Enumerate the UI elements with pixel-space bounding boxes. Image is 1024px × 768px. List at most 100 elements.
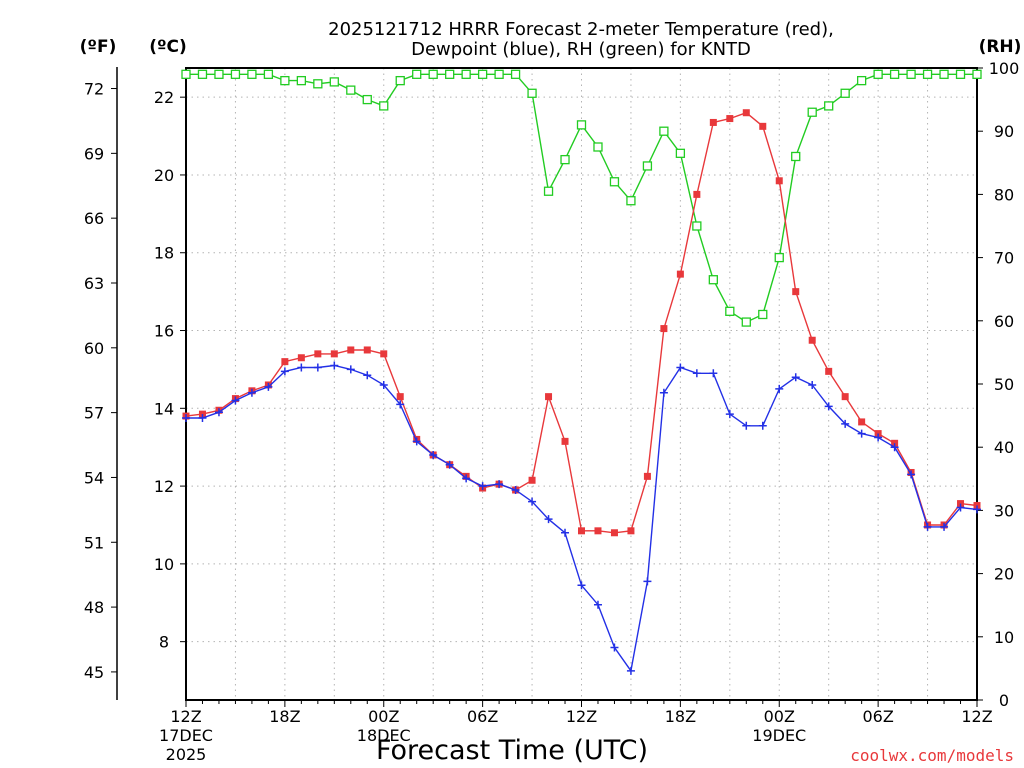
dewpoint-point (643, 577, 652, 586)
rh-point (412, 69, 422, 79)
rh-point (758, 309, 768, 320)
rh-point (939, 69, 949, 79)
rh-point (807, 107, 817, 117)
rh-point (609, 177, 620, 187)
dewpoint-point (445, 460, 454, 469)
rh-point (692, 221, 702, 231)
temperature-point (709, 118, 717, 126)
rh-tick-label: 100 (989, 59, 1020, 78)
gridlines (186, 68, 977, 700)
temperature-point (330, 350, 338, 358)
celsius-tick-label: 12 (154, 477, 174, 496)
rh-point (329, 77, 339, 87)
temperature-point (792, 288, 800, 296)
rh-point (593, 142, 603, 152)
date-label: 19DEC (752, 726, 806, 745)
celsius-axis: 22 20 18 16 14 12 10 8 (154, 88, 186, 652)
rh-unit-label: (RH) (979, 37, 1022, 57)
fahrenheit-tick-label: 72 (84, 80, 104, 99)
rh-point (510, 69, 521, 79)
fahrenheit-unit-label: (ºF) (80, 37, 117, 57)
dewpoint-point (247, 388, 256, 397)
temperature-point (314, 350, 322, 358)
dewpoint-point (462, 474, 471, 483)
dewpoint-point (313, 363, 322, 372)
dewpoint-point (923, 522, 932, 531)
rh-point (626, 196, 636, 206)
time-tick-label: 12Z (566, 707, 597, 726)
temperature-point (841, 393, 849, 401)
rh-point (741, 317, 751, 327)
celsius-tick-label: 8 (159, 633, 169, 652)
rh-point (247, 69, 257, 79)
temperature-point (660, 325, 668, 333)
dewpoint-point (940, 522, 949, 531)
temperature-point (759, 122, 767, 130)
dewpoint-point (791, 373, 800, 382)
fahrenheit-tick-label: 51 (84, 533, 104, 552)
date-label: 17DEC (159, 726, 213, 745)
rh-tick-label: 70 (994, 249, 1014, 268)
dewpoint-point (478, 482, 487, 491)
dewpoint-point (874, 433, 883, 442)
celsius-tick-label: 16 (154, 322, 174, 341)
temperature-point (297, 354, 305, 362)
rh-tick-label: 90 (994, 122, 1014, 141)
dewpoint-point (363, 371, 372, 380)
rh-point (379, 101, 389, 111)
dewpoint-point (725, 410, 734, 419)
temperature-point (363, 346, 371, 354)
rh-point (906, 69, 916, 79)
dewpoint-point (857, 429, 866, 438)
rh-tick-label: 60 (994, 312, 1014, 331)
celsius-unit-label: (ºC) (149, 37, 187, 57)
time-tick-label: 18Z (665, 707, 696, 726)
rh-point (675, 148, 686, 158)
rh-point (214, 69, 224, 79)
dewpoint-point (890, 443, 899, 452)
celsius-tick-label: 22 (154, 88, 174, 107)
rh-point (280, 75, 290, 86)
celsius-tick-label: 20 (154, 166, 174, 185)
date-label: 18DEC (357, 726, 411, 745)
dewpoint-point (495, 480, 504, 489)
rh-series (181, 69, 982, 327)
dewpoint-point (824, 402, 833, 411)
dewpoint-point (841, 419, 850, 428)
rh-point (824, 101, 834, 111)
dewpoint-point (264, 382, 273, 391)
rh-point (840, 88, 850, 98)
celsius-tick-label: 14 (154, 399, 174, 418)
year-label: 2025 (166, 745, 207, 764)
dewpoint-point (808, 380, 817, 389)
temperature-point (281, 358, 289, 366)
dewpoint-point (544, 515, 553, 524)
temperature-point (825, 367, 833, 375)
temperature-point (594, 527, 602, 535)
temperature-point (561, 437, 569, 445)
temperature-point (545, 393, 553, 401)
fahrenheit-tick-label: 66 (84, 209, 104, 228)
temperature-point (742, 109, 750, 117)
rh-point (263, 69, 274, 79)
rh-point (791, 151, 801, 162)
fahrenheit-axis: 72 69 66 63 60 57 54 51 48 45 (84, 80, 117, 682)
dewpoint-point (610, 643, 619, 652)
time-tick-label: 00Z (764, 707, 795, 726)
rh-tick-label: 40 (994, 438, 1014, 457)
celsius-tick-label: 10 (154, 555, 174, 574)
rh-point (494, 69, 504, 79)
temperature-point (528, 476, 536, 484)
fahrenheit-tick-label: 57 (84, 404, 104, 423)
rh-point (477, 69, 488, 79)
credit-text: coolwx.com/models (850, 746, 1014, 765)
dewpoint-point (676, 363, 685, 372)
dewpoint-point (511, 485, 520, 494)
temperature-point (775, 177, 783, 185)
rh-point (527, 88, 537, 98)
rh-tick-label: 10 (994, 628, 1014, 647)
time-tick-label: 00Z (368, 707, 399, 726)
temperature-point (578, 527, 585, 535)
